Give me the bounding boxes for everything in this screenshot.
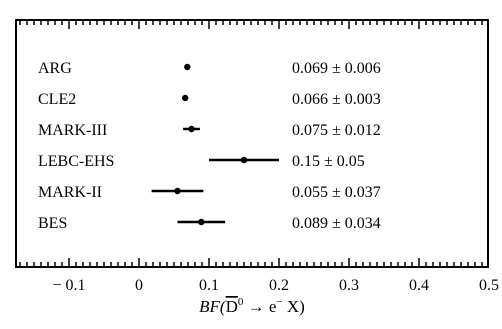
- data-point: [188, 125, 195, 133]
- x-axis-label-dbar: D: [226, 297, 238, 316]
- x-tick-label: 0.5: [479, 277, 499, 294]
- value-label: 0.069 ± 0.006: [292, 60, 381, 77]
- data-point: [240, 156, 248, 164]
- data-point: [174, 187, 181, 195]
- x-tick-label: 0.4: [409, 277, 429, 294]
- x-tick-label: 0.2: [269, 277, 289, 294]
- experiment-label: MARK-III: [38, 122, 107, 139]
- x-axis-label: BF(D0 → e− X): [199, 296, 305, 316]
- experiment-label: CLE2: [38, 91, 76, 108]
- experiment-label: ARG: [38, 60, 72, 77]
- plot-frame: [15, 19, 489, 268]
- x-tick-label: 0.3: [339, 277, 359, 294]
- value-label: 0.066 ± 0.003: [292, 91, 381, 108]
- data-point: [184, 63, 191, 71]
- value-label: 0.055 ± 0.037: [292, 184, 381, 201]
- value-label: 0.089 ± 0.034: [292, 215, 381, 232]
- data-point: [182, 94, 189, 102]
- x-tick-label: − 0.1: [52, 277, 85, 294]
- x-tick-labels: − 0.1 0 0.1 0.2 0.3 0.4 0.5: [52, 277, 499, 294]
- measurement-rows: ARG 0.069 ± 0.006 CLE2 0.066 ± 0.003 MARK-II…: [38, 60, 381, 232]
- value-label: 0.075 ± 0.012: [292, 122, 381, 139]
- axis-ticks: [19, 20, 483, 267]
- value-label: 0.15 ± 0.05: [292, 153, 365, 170]
- x-tick-label: 0.1: [199, 277, 219, 294]
- experiment-label: BES: [38, 215, 67, 232]
- data-point: [198, 218, 205, 226]
- x-tick-label: 0: [135, 277, 143, 294]
- experiment-label: MARK-II: [38, 184, 102, 201]
- experiment-label: LEBC-EHS: [38, 153, 114, 170]
